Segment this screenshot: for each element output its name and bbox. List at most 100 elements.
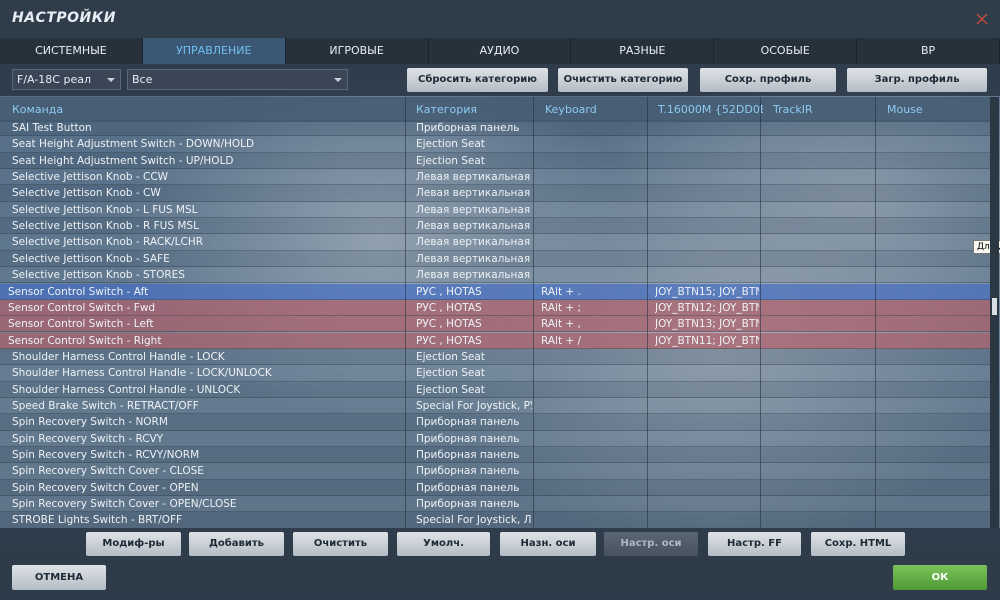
column-header[interactable]: TrackIR — [773, 103, 813, 116]
column-divider — [875, 97, 876, 528]
category-cell: Левая вертикальная пан — [416, 252, 532, 265]
ok-button[interactable]: ОК — [893, 565, 987, 590]
table-row[interactable] — [0, 447, 990, 464]
action-button[interactable]: Сбросить категорию — [407, 68, 548, 92]
window-title: НАСТРОЙКИ — [12, 10, 116, 26]
category-cell: Ejection Seat — [416, 383, 485, 396]
close-button[interactable] — [976, 13, 988, 25]
category-cell: Приборная панель — [416, 416, 520, 429]
category-cell: Ejection Seat — [416, 154, 485, 167]
tab[interactable]: ВР — [857, 38, 1000, 64]
table-row[interactable] — [0, 332, 990, 349]
command-cell: SAI Test Button — [12, 122, 92, 134]
table-row[interactable] — [0, 201, 990, 219]
cancel-button[interactable]: ОТМЕНА — [12, 565, 106, 590]
table-row[interactable] — [0, 120, 990, 137]
command-cell: Spin Recovery Switch Cover - OPEN — [12, 481, 199, 494]
category-cell: Special For Joystick, Лева — [416, 514, 532, 527]
category-cell: Приборная панель — [416, 498, 520, 511]
table-row[interactable] — [0, 169, 990, 186]
category-cell: РУС , HOTAS — [416, 285, 482, 298]
tab[interactable]: УПРАВЛЕНИЕ — [142, 38, 286, 64]
table-row[interactable] — [0, 414, 990, 431]
command-cell: STROBE Lights Switch - BRT/OFF — [12, 514, 183, 527]
table-row[interactable] — [0, 463, 990, 480]
table-row[interactable] — [0, 512, 990, 529]
action-button[interactable]: Сохр. профиль — [700, 68, 836, 92]
table-row[interactable] — [0, 316, 990, 333]
action-button[interactable]: Модиф-ры — [86, 532, 181, 556]
command-cell: Spin Recovery Switch Cover - CLOSE — [12, 465, 204, 478]
table-row[interactable] — [0, 267, 990, 284]
command-cell: Sensor Control Switch - Aft — [8, 285, 149, 298]
command-cell: Seat Height Adjustment Switch - DOWN/HOL… — [12, 138, 255, 151]
action-button[interactable]: Настр. FF — [708, 532, 801, 556]
action-button[interactable]: Очистить — [293, 532, 388, 556]
command-cell: Sensor Control Switch - Left — [8, 318, 154, 331]
command-cell: Seat Height Adjustment Switch - UP/HOLD — [12, 154, 234, 167]
table-row[interactable] — [0, 283, 990, 300]
table-row[interactable] — [0, 381, 990, 398]
joystick-cell: JOY_BTN13; JOY_BTN10 — [655, 318, 759, 331]
command-cell: Selective Jettison Knob - L FUS MSL — [12, 203, 198, 216]
tab[interactable]: АУДИО — [429, 38, 572, 64]
table-row[interactable] — [0, 479, 990, 496]
keyboard-cell: RAlt + / — [541, 334, 582, 347]
category-cell: РУС , HOTAS — [416, 301, 482, 314]
command-cell: Spin Recovery Switch - RCVY — [12, 432, 164, 445]
command-cell: Selective Jettison Knob - RACK/LCHR — [12, 236, 204, 249]
tab[interactable]: СИСТЕМНЫЕ — [0, 38, 143, 64]
action-button[interactable]: Сохр. HTML — [811, 532, 905, 556]
table-row[interactable] — [0, 250, 990, 268]
category-cell: Левая вертикальная пан — [416, 220, 532, 233]
action-button: Настр. оси — [604, 532, 698, 556]
table-row[interactable] — [0, 152, 990, 169]
command-cell: Shoulder Harness Control Handle - UNLOCK — [12, 383, 241, 396]
table-row[interactable] — [0, 397, 990, 415]
table-row[interactable] — [0, 185, 990, 202]
action-button[interactable]: Умолч. — [397, 532, 490, 556]
category-cell: Приборная панель — [416, 449, 520, 461]
category-cell: Special For Joystick, РУД, — [416, 399, 532, 412]
table-row[interactable] — [0, 299, 990, 317]
column-header[interactable]: Категория — [416, 103, 477, 116]
action-button[interactable]: Добавить — [189, 532, 284, 556]
column-divider — [760, 97, 761, 528]
tab[interactable]: ИГРОВЫЕ — [286, 38, 429, 64]
column-header[interactable]: Mouse — [887, 103, 923, 116]
tab[interactable]: РАЗНЫЕ — [571, 38, 715, 64]
dropdown[interactable]: F/A-18C реал — [12, 69, 121, 90]
column-header[interactable]: T.16000M {52DD0E4... — [658, 103, 763, 116]
column-header[interactable]: Команда — [12, 103, 64, 116]
category-cell: Ejection Seat — [416, 350, 485, 363]
category-cell: Ejection Seat — [416, 138, 485, 151]
table-row[interactable] — [0, 430, 990, 447]
command-cell: Sensor Control Switch - Fwd — [8, 301, 156, 314]
column-header[interactable]: Keyboard — [545, 103, 597, 116]
command-cell: Spin Recovery Switch Cover - OPEN/CLOSE — [12, 498, 237, 511]
command-cell: Spin Recovery Switch - RCVY/NORM — [12, 449, 200, 461]
command-cell: Selective Jettison Knob - SAFE — [12, 252, 170, 265]
table-row[interactable] — [0, 348, 990, 366]
action-button[interactable]: Загр. профиль — [847, 68, 987, 92]
action-button[interactable]: Очистить категорию — [558, 68, 688, 92]
column-divider — [647, 97, 648, 528]
table-row[interactable] — [0, 234, 990, 251]
category-cell: РУС , HOTAS — [416, 334, 482, 347]
command-cell: Sensor Control Switch - Right — [8, 334, 162, 347]
category-cell: Приборная панель — [416, 481, 520, 494]
tab[interactable]: ОСОБЫЕ — [714, 38, 858, 64]
table-row[interactable] — [0, 365, 990, 382]
table-row[interactable] — [0, 218, 990, 235]
dropdown[interactable]: Все — [127, 69, 348, 90]
joystick-cell: JOY_BTN12; JOY_BTN6 — [655, 301, 759, 314]
command-cell: Spin Recovery Switch - NORM — [12, 416, 168, 429]
action-button[interactable]: Назн. оси — [500, 532, 596, 556]
table-row[interactable] — [0, 136, 990, 153]
command-cell: Selective Jettison Knob - CCW — [12, 171, 169, 184]
category-cell: Левая вертикальная пан — [416, 203, 532, 216]
command-cell: Shoulder Harness Control Handle - LOCK/U… — [12, 367, 272, 380]
table-row[interactable] — [0, 496, 990, 513]
scrollbar-thumb[interactable] — [992, 298, 997, 315]
command-cell: Selective Jettison Knob - R FUS MSL — [12, 220, 199, 233]
